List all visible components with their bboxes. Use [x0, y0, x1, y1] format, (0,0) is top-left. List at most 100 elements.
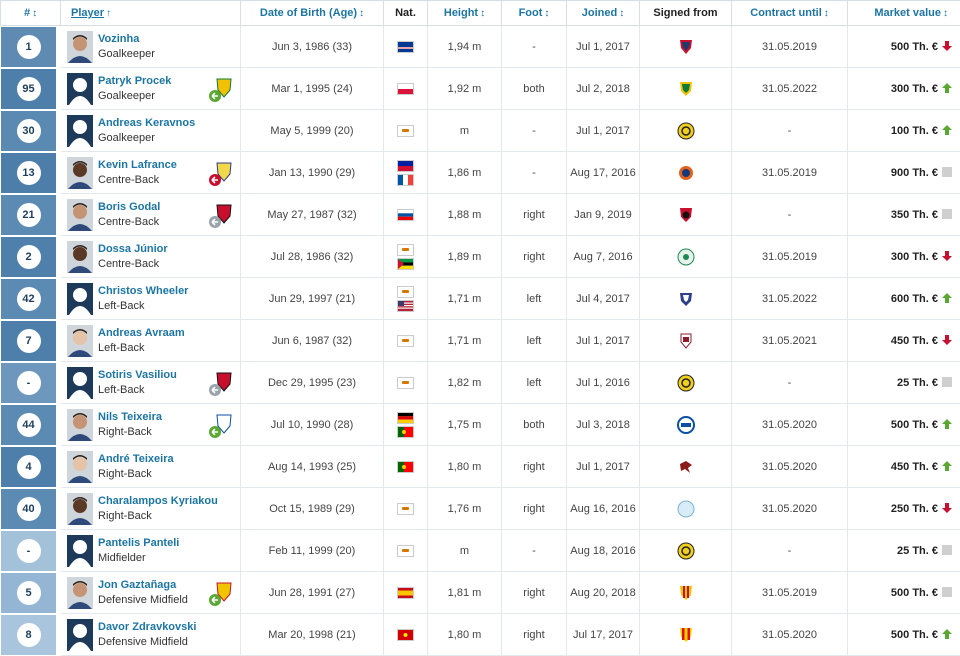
player-photo[interactable]: [67, 241, 93, 273]
player-photo[interactable]: [67, 73, 93, 105]
player-name-link[interactable]: André Teixeira: [98, 452, 174, 466]
player-photo[interactable]: [67, 535, 93, 567]
market-value-cell[interactable]: 450 Th. €: [848, 320, 960, 362]
contract-cell: 31.05.2020: [732, 404, 848, 446]
market-value[interactable]: 250 Th. €: [891, 503, 938, 515]
col-contract-header[interactable]: Contract until↕: [732, 1, 848, 26]
col-height-header[interactable]: Height↕: [428, 1, 502, 26]
signed-from-cell: [640, 446, 732, 488]
club-crest-icon[interactable]: [677, 80, 695, 98]
player-name-link[interactable]: Charalampos Kyriakou: [98, 494, 218, 508]
player-photo[interactable]: [67, 115, 93, 147]
club-crest-icon[interactable]: [677, 332, 695, 350]
player-photo[interactable]: [67, 409, 93, 441]
player-name-link[interactable]: Christos Wheeler: [98, 284, 188, 298]
market-value-cell[interactable]: 900 Th. €: [848, 152, 960, 194]
col-dob-header[interactable]: Date of Birth (Age)↕: [241, 1, 384, 26]
player-photo[interactable]: [67, 493, 93, 525]
market-value[interactable]: 300 Th. €: [891, 251, 938, 263]
club-crest-icon[interactable]: [677, 248, 695, 266]
player-photo[interactable]: [67, 619, 93, 651]
player-position: Goalkeeper: [98, 88, 171, 104]
player-photo[interactable]: [67, 157, 93, 189]
col-foot-header[interactable]: Foot↕: [502, 1, 567, 26]
player-name-link[interactable]: Boris Godal: [98, 200, 160, 214]
player-photo[interactable]: [67, 577, 93, 609]
club-crest-icon[interactable]: [677, 38, 695, 56]
col-joined-header[interactable]: Joined↕: [567, 1, 640, 26]
market-value[interactable]: 450 Th. €: [891, 335, 938, 347]
player-name-link[interactable]: Patryk Procek: [98, 74, 171, 88]
player-name-link[interactable]: Vozinha: [98, 32, 155, 46]
club-crest-icon[interactable]: [677, 122, 695, 140]
market-value[interactable]: 300 Th. €: [891, 83, 938, 95]
club-crest-icon[interactable]: [677, 500, 695, 518]
player-name-link[interactable]: Pantelis Panteli: [98, 536, 179, 550]
market-value-cell[interactable]: 300 Th. €: [848, 236, 960, 278]
market-value[interactable]: 450 Th. €: [891, 461, 938, 473]
trend-up-icon: [942, 461, 952, 471]
club-crest-icon[interactable]: [677, 416, 695, 434]
col-player-header[interactable]: Player↑: [61, 1, 241, 26]
player-name-link[interactable]: Nils Teixeira: [98, 410, 162, 424]
club-crest-icon[interactable]: [677, 374, 695, 392]
player-position: Goalkeeper: [98, 130, 195, 146]
club-crest-icon[interactable]: [677, 584, 695, 602]
trend-down-icon: [942, 251, 952, 261]
shirt-number: 8: [17, 623, 41, 647]
market-value[interactable]: 500 Th. €: [891, 629, 938, 641]
height-cell: 1,75 m: [428, 404, 502, 446]
market-value[interactable]: 100 Th. €: [891, 125, 938, 137]
market-value[interactable]: 500 Th. €: [891, 419, 938, 431]
player-name-link[interactable]: Andreas Keravnos: [98, 116, 195, 130]
player-photo[interactable]: [67, 367, 93, 399]
market-value[interactable]: 350 Th. €: [891, 209, 938, 221]
club-crest-icon[interactable]: [677, 458, 695, 476]
market-value[interactable]: 600 Th. €: [891, 293, 938, 305]
market-value[interactable]: 25 Th. €: [897, 377, 938, 389]
market-value[interactable]: 500 Th. €: [891, 41, 938, 53]
market-value-cell[interactable]: 600 Th. €: [848, 278, 960, 320]
market-value-cell[interactable]: 500 Th. €: [848, 404, 960, 446]
club-crest-icon[interactable]: [677, 290, 695, 308]
joined-cell: Aug 17, 2016: [567, 152, 640, 194]
club-crest-icon[interactable]: [677, 626, 695, 644]
market-value-cell[interactable]: 450 Th. €: [848, 446, 960, 488]
player-photo[interactable]: [67, 283, 93, 315]
market-value-cell[interactable]: 350 Th. €: [848, 194, 960, 236]
market-value-cell[interactable]: 100 Th. €: [848, 110, 960, 152]
loan-badge-icon: [208, 371, 234, 397]
market-value-cell[interactable]: 500 Th. €: [848, 572, 960, 614]
market-value-cell[interactable]: 25 Th. €: [848, 362, 960, 404]
height-cell: 1,82 m: [428, 362, 502, 404]
joined-cell: Jul 1, 2017: [567, 26, 640, 68]
club-crest-icon[interactable]: [677, 206, 695, 224]
col-num-header[interactable]: #↕: [1, 1, 61, 26]
market-value-cell[interactable]: 500 Th. €: [848, 614, 960, 656]
player-photo[interactable]: [67, 199, 93, 231]
col-market-header[interactable]: Market value↕: [848, 1, 960, 26]
market-value-cell[interactable]: 500 Th. €: [848, 26, 960, 68]
market-value-cell[interactable]: 250 Th. €: [848, 488, 960, 530]
foot-cell: -: [502, 152, 567, 194]
player-name-link[interactable]: Dossa Júnior: [98, 242, 168, 256]
market-value[interactable]: 25 Th. €: [897, 545, 938, 557]
player-name-link[interactable]: Davor Zdravkovski: [98, 620, 196, 634]
player-photo[interactable]: [67, 31, 93, 63]
trend-neutral-icon: [942, 209, 952, 219]
player-name-link[interactable]: Sotiris Vasiliou: [98, 368, 177, 382]
player-photo[interactable]: [67, 325, 93, 357]
market-value[interactable]: 500 Th. €: [891, 587, 938, 599]
market-value-cell[interactable]: 25 Th. €: [848, 530, 960, 572]
player-photo[interactable]: [67, 451, 93, 483]
club-crest-icon[interactable]: [677, 542, 695, 560]
player-name-link[interactable]: Andreas Avraam: [98, 326, 185, 340]
club-crest-icon[interactable]: [677, 164, 695, 182]
market-value[interactable]: 900 Th. €: [891, 167, 938, 179]
player-name-link[interactable]: Kevin Lafrance: [98, 158, 177, 172]
header-row: #↕ Player↑ Date of Birth (Age)↕ Nat. Hei…: [1, 1, 960, 26]
market-value-cell[interactable]: 300 Th. €: [848, 68, 960, 110]
player-name-link[interactable]: Jon Gaztañaga: [98, 578, 188, 592]
shirt-number-cell: 44: [1, 404, 61, 446]
